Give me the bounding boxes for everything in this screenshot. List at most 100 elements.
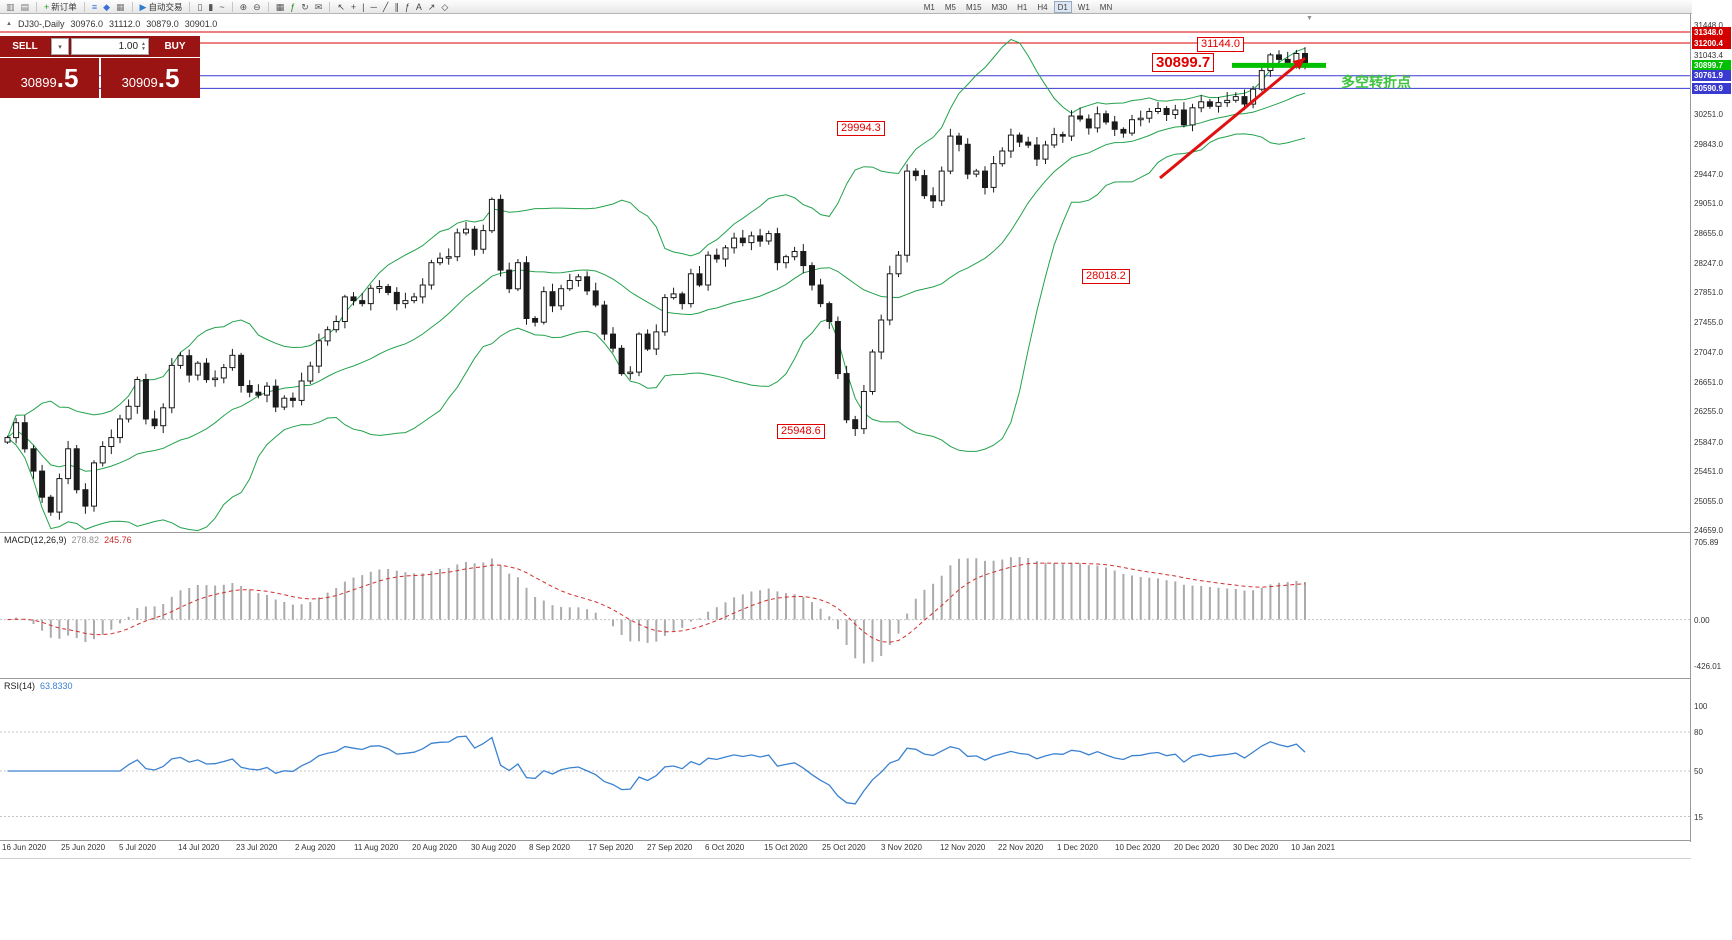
candlestick-chart-button-icon: ▮ <box>208 1 214 12</box>
refresh-button[interactable]: ↻ <box>299 1 311 13</box>
price-tick: 25055.0 <box>1694 497 1723 506</box>
trendline-tool[interactable]: ╱ <box>381 1 390 13</box>
line-chart-button[interactable]: ~ <box>217 1 226 13</box>
timeframe-D1[interactable]: D1 <box>1053 0 1072 13</box>
arrow-tool-icon: ↗ <box>427 1 436 12</box>
text-tool[interactable]: A <box>414 1 424 13</box>
cursor-tool[interactable]: ↖ <box>335 1 347 13</box>
channel-tool[interactable]: ∥ <box>392 1 401 13</box>
macd-histogram <box>0 557 1691 664</box>
macd-axis-min: -426.01 <box>1694 662 1722 671</box>
rsi-axis-tick: 50 <box>1694 767 1703 776</box>
toolbar-separator <box>83 1 85 12</box>
price-tick: 25847.0 <box>1694 438 1723 447</box>
fibonacci-tool[interactable]: ƒ <box>403 1 412 13</box>
ohlc-open: 30976.0 <box>70 19 104 29</box>
price-tick: 27851.0 <box>1694 288 1723 297</box>
buy-price-frac: .5 <box>157 63 180 93</box>
price-label-31144[interactable]: 31144.0 <box>1197 37 1244 52</box>
chart-canvas[interactable] <box>0 0 1691 860</box>
timeframe-M1[interactable]: M1 <box>923 2 935 12</box>
price-tick: 26651.0 <box>1694 378 1723 387</box>
crosshair-tool[interactable]: + <box>349 1 358 13</box>
price-tick: 24659.0 <box>1694 526 1723 535</box>
chart-shift-marker-icon[interactable]: ▼ <box>1306 15 1313 22</box>
autotrading-button-icon: ▶ <box>139 1 147 12</box>
macd-signal-value: 245.76 <box>104 535 132 545</box>
tile-windows-button[interactable]: ▦ <box>274 1 287 13</box>
buy-price-button[interactable]: 30909 .5 <box>101 58 200 98</box>
new-chart-button[interactable]: ▥ <box>4 1 17 13</box>
date-tick: 8 Sep 2020 <box>529 843 570 852</box>
date-tick: 25 Jun 2020 <box>61 843 106 852</box>
shapes-tool[interactable]: ◇ <box>439 1 450 13</box>
date-tick: 1 Dec 2020 <box>1057 843 1098 852</box>
vertical-line-tool-icon: | <box>362 1 365 12</box>
vertical-line-tool[interactable]: | <box>360 1 366 13</box>
rsi-indicator-label: RSI(14) 63.8330 <box>4 681 73 691</box>
price-label-28018[interactable]: 28018.2 <box>1082 269 1130 284</box>
channel-tool-icon: ∥ <box>394 1 399 12</box>
sell-price-button[interactable]: 30899 .5 <box>0 58 99 98</box>
volume-spinner[interactable]: ▲ ▼ <box>141 40 146 52</box>
buy-button[interactable]: BUY <box>150 36 200 57</box>
macd-axis-max: 705.89 <box>1694 538 1719 547</box>
price-label-25948[interactable]: 25948.6 <box>777 424 825 439</box>
note-turning-point[interactable]: 多空转折点 <box>1341 74 1411 90</box>
price-level-badge: 30899.7 <box>1692 60 1731 71</box>
navigator-button[interactable]: ◆ <box>101 1 112 13</box>
sell-price-main: 30899 <box>20 75 57 90</box>
rsi-panel <box>0 731 1691 817</box>
bar-chart-button[interactable]: ▯ <box>195 1 204 13</box>
ohlc-high: 31112.0 <box>109 19 141 29</box>
autotrading-button[interactable]: ▶ 自动交易 <box>139 1 183 12</box>
price-axis[interactable]: 31448.0 31043.4 30251.0 29843.0 29447.0 29051… <box>1692 0 1732 860</box>
date-tick: 15 Oct 2020 <box>764 843 808 852</box>
market-watch-button[interactable]: ≡ <box>90 1 99 13</box>
sell-button[interactable]: SELL <box>0 36 50 57</box>
price-label-30899[interactable]: 30899.7 <box>1152 53 1215 72</box>
price-level-badge: 30590.9 <box>1692 83 1731 94</box>
date-tick: 30 Aug 2020 <box>471 843 516 852</box>
navigator-button-icon: ◆ <box>103 1 110 12</box>
fibonacci-tool-icon: ƒ <box>404 1 410 12</box>
timeframe-W1[interactable]: W1 <box>1077 2 1090 12</box>
order-type-dropdown[interactable]: ▾ <box>51 38 69 55</box>
timeframe-M5[interactable]: M5 <box>944 2 956 12</box>
volume-value: 1.00 <box>118 41 139 52</box>
price-label-29994[interactable]: 29994.3 <box>837 121 885 136</box>
volume-input[interactable]: 1.00 ▲ ▼ <box>71 38 149 55</box>
timeframe-M15[interactable]: M15 <box>965 2 982 12</box>
candlestick-chart-button[interactable]: ▮ <box>206 1 215 13</box>
new-chart-button-icon: ▥ <box>6 1 15 12</box>
toolbar-separator <box>131 1 133 12</box>
ohlc-low: 30879.0 <box>146 19 179 29</box>
new-order-button-icon: + <box>44 1 50 12</box>
price-level-badge: 31200.4 <box>1692 38 1731 49</box>
rsi-line <box>7 735 1306 805</box>
toolbar-separator <box>329 1 331 12</box>
toolbar-separator <box>189 1 191 12</box>
chart-profiles-button[interactable]: ▤ <box>19 1 32 13</box>
horizontal-line-tool[interactable]: ─ <box>369 1 379 13</box>
trend-arrow <box>1159 56 1306 180</box>
price-tick: 29843.0 <box>1694 140 1723 149</box>
timeframe-H4[interactable]: H4 <box>1037 2 1048 12</box>
timeframe-MN[interactable]: MN <box>1099 2 1113 12</box>
zoom-in-button[interactable]: ⊕ <box>238 1 250 13</box>
timeframe-M30[interactable]: M30 <box>991 2 1008 12</box>
arrow-tool[interactable]: ↗ <box>426 1 438 13</box>
new-order-button[interactable]: + 新订单 <box>44 1 77 12</box>
indicators-button[interactable]: ƒ <box>288 1 297 13</box>
price-tick: 31043.4 <box>1694 51 1723 60</box>
date-tick: 10 Dec 2020 <box>1115 843 1161 852</box>
mail-button[interactable]: ✉ <box>313 1 325 13</box>
terminal-button[interactable]: ▦ <box>114 1 127 13</box>
zoom-out-button[interactable]: ⊖ <box>251 1 263 13</box>
timeframe-H1[interactable]: H1 <box>1017 2 1028 12</box>
macd-indicator-label: MACD(12,26,9) 278.82 245.76 <box>4 535 132 545</box>
date-tick: 16 Jun 2020 <box>2 843 47 852</box>
date-axis[interactable]: 16 Jun 2020 25 Jun 2020 5 Jul 2020 14 Jul 2… <box>0 842 1691 858</box>
date-tick: 20 Dec 2020 <box>1174 843 1220 852</box>
